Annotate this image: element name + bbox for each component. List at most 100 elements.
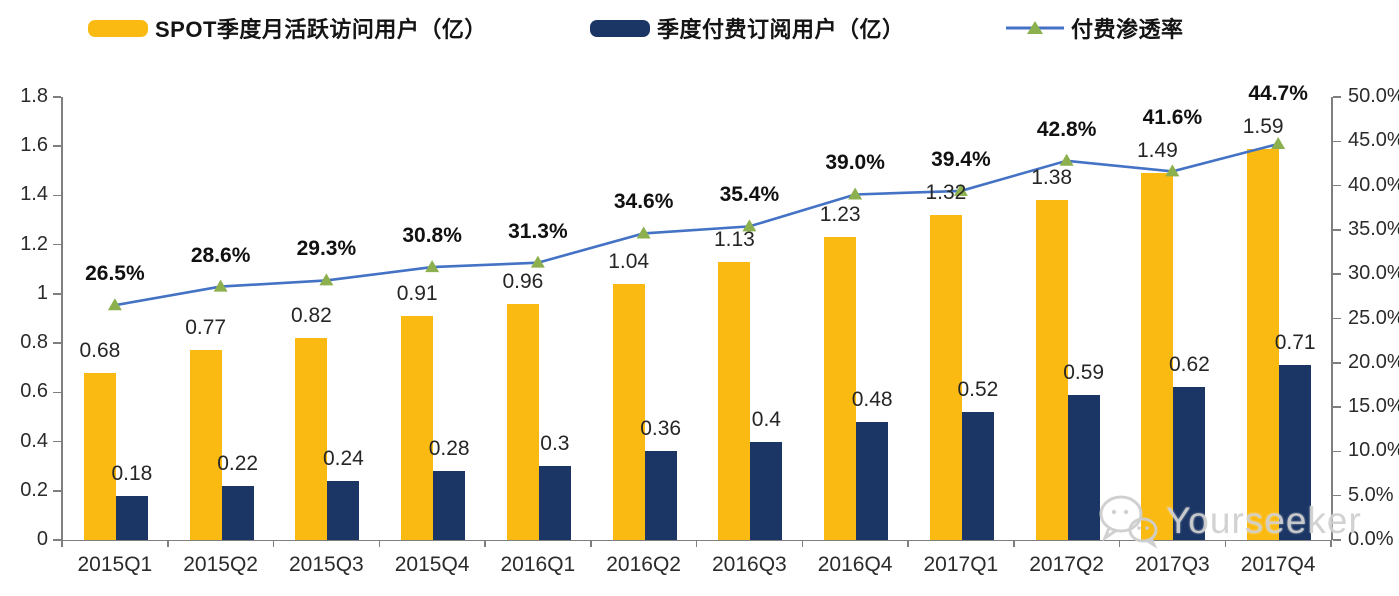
mau-bar	[189, 350, 222, 540]
y-axis-right-tick-label: 40.0%	[1348, 173, 1399, 196]
mau-value-label: 0.77	[185, 316, 227, 340]
penetration-value-label: 44.7%	[1248, 81, 1308, 105]
penetration-point-marker	[530, 255, 545, 268]
x-axis-tick	[801, 541, 803, 547]
mau-value-label: 1.13	[713, 227, 755, 251]
subscribers-value-label: 0.71	[1274, 331, 1316, 355]
x-axis-label: 2017Q1	[923, 553, 999, 576]
penetration-point-marker	[636, 226, 651, 239]
mau-bar	[401, 316, 434, 540]
mau-bar	[506, 303, 539, 540]
y-axis-right-tick-label: 35.0%	[1348, 217, 1399, 240]
mau-bar-swatch	[88, 19, 148, 37]
x-axis-label: 2016Q3	[712, 553, 787, 576]
x-axis-tick	[590, 541, 592, 547]
y-axis-right-tick	[1332, 273, 1341, 275]
legend-label-mau: SPOT季度月活跃访问用户（亿）	[155, 17, 487, 42]
y-axis-right-tick	[1332, 406, 1341, 408]
penetration-value-label: 28.6%	[190, 243, 251, 267]
x-axis-label: 2016Q4	[817, 553, 893, 576]
penetration-value-label: 34.6%	[613, 190, 674, 214]
x-axis-tick	[61, 541, 63, 547]
legend-item-penetration: 付费渗透率	[1006, 15, 1184, 42]
penetration-point-marker	[319, 273, 334, 286]
x-axis-label: 2015Q4	[394, 553, 470, 576]
y-axis-right-tick	[1332, 494, 1341, 497]
mau-value-label: 1.59	[1242, 114, 1284, 138]
subscribers-bar	[1173, 387, 1206, 540]
mau-bar	[824, 237, 857, 540]
y-axis-left-tick-label: 0.2	[20, 478, 48, 501]
x-axis-tick	[1013, 541, 1015, 547]
y-axis-left-tick-label: 1	[36, 281, 48, 304]
legend-item-mau: SPOT季度月活跃访问用户（亿）	[88, 15, 487, 42]
subscribers-bar	[750, 441, 783, 540]
y-axis-right-tick-label: 45.0%	[1348, 129, 1399, 152]
x-axis-label: 2016Q2	[606, 553, 681, 576]
mau-bar	[718, 261, 751, 540]
y-axis-right-tick-label: 30.0%	[1348, 262, 1399, 285]
y-axis-left-tick-label: 0.8	[20, 331, 48, 354]
y-axis-right-tick	[1332, 140, 1341, 143]
y-axis-left-tick-label: 1.6	[20, 134, 48, 157]
x-axis-tick	[1330, 541, 1332, 547]
legend-label-penetration: 付费渗透率	[1071, 17, 1184, 42]
y-axis-right-tick-label: 0.0%	[1348, 528, 1394, 550]
mau-value-label: 1.49	[1136, 139, 1178, 163]
penetration-point-marker	[742, 219, 757, 232]
y-axis-right-tick	[1332, 362, 1341, 364]
x-axis-tick	[1118, 541, 1121, 547]
mau-value-label: 1.32	[925, 181, 967, 205]
penetration-point-marker	[1059, 153, 1074, 166]
mau-value-label: 0.96	[502, 269, 544, 293]
y-axis-right-tick	[1332, 317, 1341, 320]
penetration-line-layer	[107, 136, 1286, 311]
penetration-value-label: 29.3%	[296, 237, 357, 261]
subscribers-value-label: 0.48	[851, 387, 893, 411]
x-axis-tick	[272, 541, 275, 547]
subscribers-bar	[433, 471, 466, 540]
x-axis-tick	[378, 541, 380, 547]
y-axis-right-tick-label: 25.0%	[1348, 306, 1399, 329]
penetration-value-label: 31.3%	[508, 219, 568, 243]
penetration-point-marker	[425, 260, 440, 273]
penetration-value-label: 42.8%	[1036, 117, 1097, 141]
mau-bar	[1247, 148, 1280, 540]
subscribers-value-label: 0.4	[751, 407, 781, 431]
y-axis-left-tick-label: 1.2	[20, 232, 48, 255]
subscribers-value-label: 0.22	[217, 451, 259, 475]
x-axis-label: 2017Q2	[1029, 553, 1104, 576]
x-axis-label: 2016Q1	[500, 553, 576, 576]
y-axis-left-tick	[53, 96, 61, 98]
y-axis-right-line	[1331, 97, 1333, 540]
y-axis-right-tick	[1332, 450, 1341, 453]
x-axis-tick	[907, 541, 909, 547]
mau-bar	[1141, 173, 1174, 540]
subscribers-bar-swatch	[590, 19, 650, 37]
legend-label-subscribers: 季度付费订阅用户（亿）	[657, 17, 905, 42]
penetration-point-marker	[848, 187, 863, 200]
y-axis-left-tick	[53, 490, 61, 492]
y-axis-left-tick	[53, 391, 61, 394]
y-axis-left-tick-label: 1.8	[20, 85, 48, 107]
mau-value-label: 1.04	[608, 250, 650, 274]
y-axis-left-tick	[53, 194, 61, 197]
y-axis-right-tick	[1332, 96, 1341, 98]
mau-value-label: 1.38	[1031, 166, 1073, 190]
x-axis-line	[61, 539, 1332, 541]
subscribers-bar	[856, 421, 889, 540]
penetration-point-marker	[1165, 164, 1180, 177]
subscribers-value-label: 0.59	[1063, 360, 1105, 384]
penetration-line	[114, 142, 1279, 307]
subscribers-value-label: 0.24	[322, 446, 364, 470]
penetration-value-label: 26.5%	[85, 262, 145, 286]
subscribers-value-label: 0.36	[640, 417, 682, 441]
mau-value-label: 0.68	[79, 338, 121, 362]
x-axis-label: 2017Q4	[1240, 553, 1316, 576]
y-axis-left-tick	[53, 539, 61, 541]
y-axis-left-tick-label: 0.4	[20, 429, 48, 452]
penetration-value-label: 30.8%	[402, 224, 462, 248]
y-axis-right-tick-label: 10.0%	[1348, 439, 1399, 462]
penetration-value-label: 35.4%	[719, 183, 780, 207]
